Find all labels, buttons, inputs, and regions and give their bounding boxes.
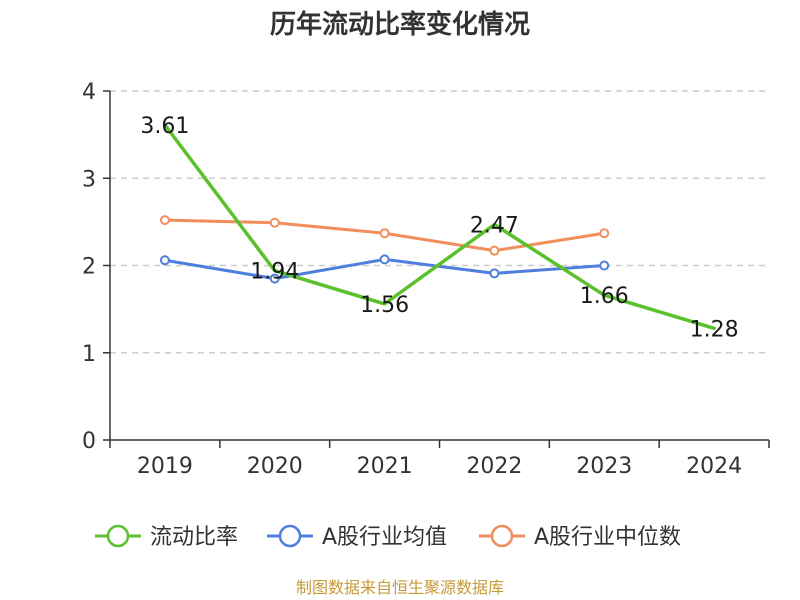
data-label: 1.28 [690,317,739,342]
data-point [489,268,500,279]
data-label: 1.94 [250,260,299,285]
legend-swatch-marker [490,524,514,548]
x-tick-label: 2022 [466,454,522,479]
data-point [379,254,390,265]
series-line [163,123,716,331]
data-point [269,217,280,228]
y-tick-label: 4 [82,80,96,105]
data-label: 3.61 [140,114,189,139]
x-tick-label: 2023 [576,454,632,479]
x-tick-label: 2024 [686,454,742,479]
data-point [599,260,610,271]
data-point [159,215,170,226]
data-point [159,255,170,266]
series-1 [159,254,610,284]
data-labels: 3.61 1.94 1.56 2.47 1.66 1.28 [140,114,738,342]
data-point [269,273,280,284]
source-note: 制图数据来自恒生聚源数据库 [296,578,504,597]
x-tick-label: 2020 [247,454,303,479]
series-group [159,123,716,331]
series-2 [159,215,610,256]
chart-title: 历年流动比率变化情况 [270,9,530,40]
legend-item[interactable]: A股行业中位数 [479,524,681,550]
legend-label: A股行业中位数 [534,525,681,550]
legend: 流动比率 A股行业均值 A股行业中位数 [95,524,681,550]
legend-swatch-marker [278,524,302,548]
y-tick-label: 3 [82,167,96,192]
legend-label: A股行业均值 [322,525,447,550]
x-tick-label: 2021 [357,454,413,479]
legend-item[interactable]: A股行业均值 [267,524,447,550]
data-point [379,228,390,239]
y-tick-label: 0 [82,429,96,454]
legend-item[interactable]: 流动比率 [95,524,238,550]
x-tick-label: 2019 [137,454,193,479]
data-label: 2.47 [470,213,519,238]
data-point [489,245,500,256]
y-tick-label: 1 [82,342,96,367]
data-label: 1.56 [360,293,409,318]
legend-label: 流动比率 [150,525,238,550]
legend-swatch-marker [106,524,130,548]
data-label: 1.66 [580,284,629,309]
axes: 0 1 2 3 4 2019 2020 2021 2022 2023 2024 [82,80,770,479]
series-0 [163,123,716,331]
data-point [599,228,610,239]
y-tick-label: 2 [82,255,96,280]
